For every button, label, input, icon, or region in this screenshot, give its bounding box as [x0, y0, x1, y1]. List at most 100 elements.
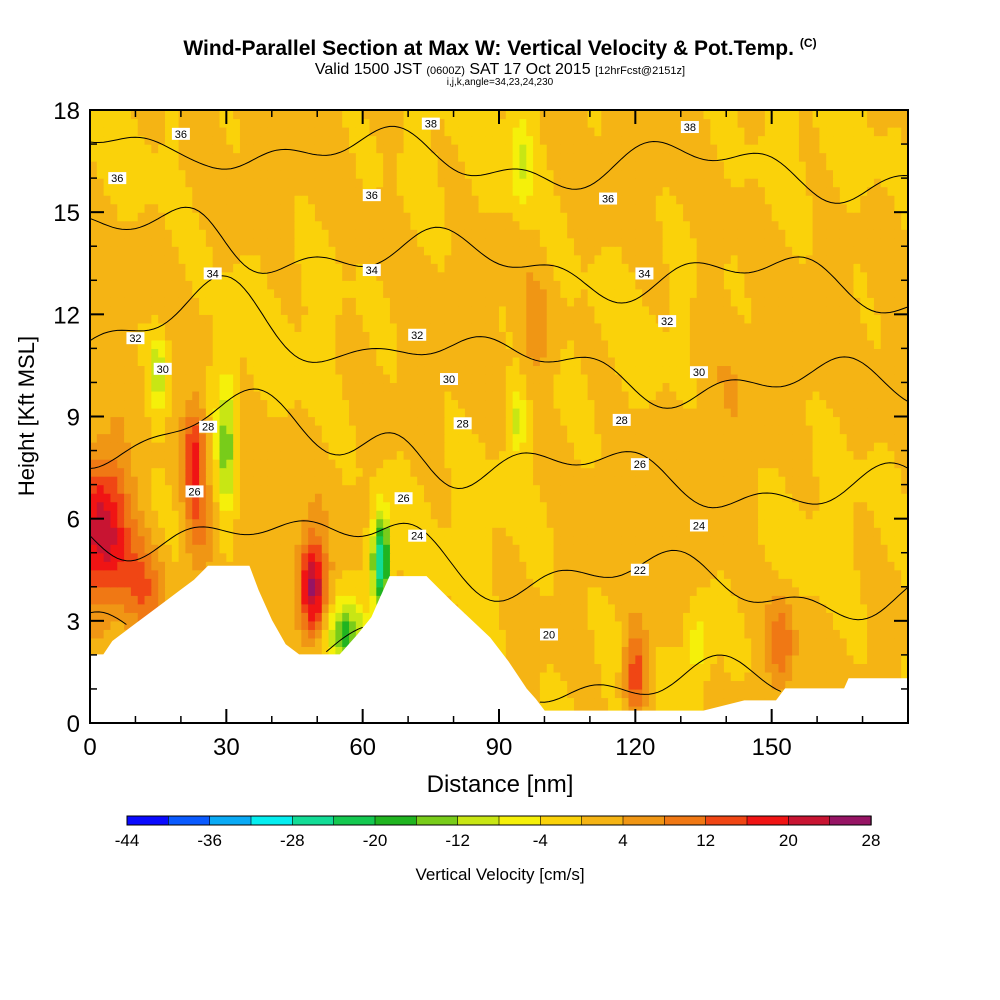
field-cell: [451, 399, 459, 409]
field-cell: [96, 476, 105, 486]
field-cell: [846, 671, 855, 682]
field-cell: [280, 484, 289, 494]
field-cell: [662, 595, 671, 605]
field-cell: [471, 407, 480, 418]
field-cell: [246, 510, 255, 520]
field-cell: [669, 535, 677, 545]
field-cell: [826, 544, 834, 554]
field-cell: [839, 595, 848, 605]
field-cell: [164, 416, 173, 426]
field-cell: [546, 646, 555, 656]
field-cell: [853, 646, 861, 656]
field-cell: [342, 365, 350, 375]
field-cell: [778, 399, 786, 409]
field-cell: [826, 425, 834, 435]
field-cell: [846, 603, 855, 613]
field-cell: [887, 433, 895, 443]
field-cell: [717, 586, 725, 596]
field-cell: [805, 654, 814, 664]
field-cell: [553, 569, 561, 579]
field-cell: [887, 484, 895, 494]
field-cell: [717, 637, 725, 647]
field-cell: [424, 450, 432, 460]
field-cell: [410, 442, 418, 452]
field-cell: [505, 603, 514, 613]
field-cell: [321, 467, 330, 477]
field-cell: [696, 612, 705, 622]
field-cell: [430, 501, 439, 511]
field-cell: [239, 527, 248, 537]
field-cell: [853, 493, 861, 503]
field-cell: [792, 595, 800, 605]
field-cell: [458, 535, 466, 545]
field-cell: [458, 390, 466, 401]
field-cell: [355, 501, 364, 511]
field-cell: [683, 484, 691, 494]
field-cell: [873, 620, 882, 630]
field-cell: [505, 450, 514, 460]
field-cell: [669, 612, 677, 622]
field-cell: [621, 680, 630, 690]
field-cell: [648, 390, 657, 401]
field-cell: [730, 433, 739, 443]
field-cell: [239, 382, 248, 392]
field-cell: [792, 433, 800, 443]
field-cell: [499, 544, 507, 554]
field-cell: [533, 476, 541, 486]
field-cell: [212, 365, 221, 375]
field-cell: [758, 416, 766, 426]
field-cell: [342, 612, 350, 622]
field-cell: [628, 654, 636, 664]
field-cell: [103, 373, 112, 384]
field-cell: [573, 373, 582, 384]
field-cell: [314, 586, 323, 596]
field-cell: [683, 705, 691, 716]
field-cell: [696, 510, 705, 520]
field-cell: [546, 433, 555, 443]
field-cell: [321, 416, 330, 426]
field-cell: [410, 561, 418, 571]
field-cell: [894, 433, 902, 443]
field-cell: [314, 561, 323, 571]
field-cell: [274, 620, 282, 630]
field-cell: [492, 382, 500, 392]
field-cell: [587, 442, 596, 452]
field-cell: [635, 535, 643, 545]
field-cell: [246, 544, 255, 554]
field-cell: [553, 442, 561, 452]
field-cell: [744, 561, 752, 571]
field-cell: [751, 569, 759, 579]
field-cell: [533, 510, 541, 520]
field-cell: [689, 425, 698, 435]
field-cell: [417, 561, 425, 571]
field-cell: [771, 680, 780, 690]
field-cell: [648, 663, 657, 673]
field-cell: [846, 476, 855, 486]
field-cell: [212, 433, 221, 443]
field-cell: [451, 493, 459, 503]
field-cell: [723, 552, 732, 562]
field-cell: [853, 603, 861, 613]
field-cell: [526, 569, 534, 579]
field-cell: [253, 382, 262, 392]
field-cell: [792, 467, 800, 477]
field-cell: [676, 552, 684, 562]
field-cell: [233, 501, 241, 511]
field-cell: [580, 629, 589, 639]
field-cell: [730, 552, 739, 562]
field-cell: [873, 612, 882, 622]
field-cell: [526, 433, 534, 443]
field-cell: [676, 595, 684, 605]
field-cell: [314, 373, 323, 384]
field-cell: [744, 688, 752, 699]
field-cell: [396, 450, 405, 460]
field-cell: [233, 450, 241, 460]
field-cell: [178, 569, 187, 579]
field-cell: [301, 612, 309, 622]
field-cell: [117, 510, 125, 520]
field-cell: [267, 493, 275, 503]
field-cell: [717, 459, 725, 469]
field-cell: [894, 518, 902, 528]
field-cell: [553, 416, 561, 426]
field-cell: [683, 663, 691, 673]
